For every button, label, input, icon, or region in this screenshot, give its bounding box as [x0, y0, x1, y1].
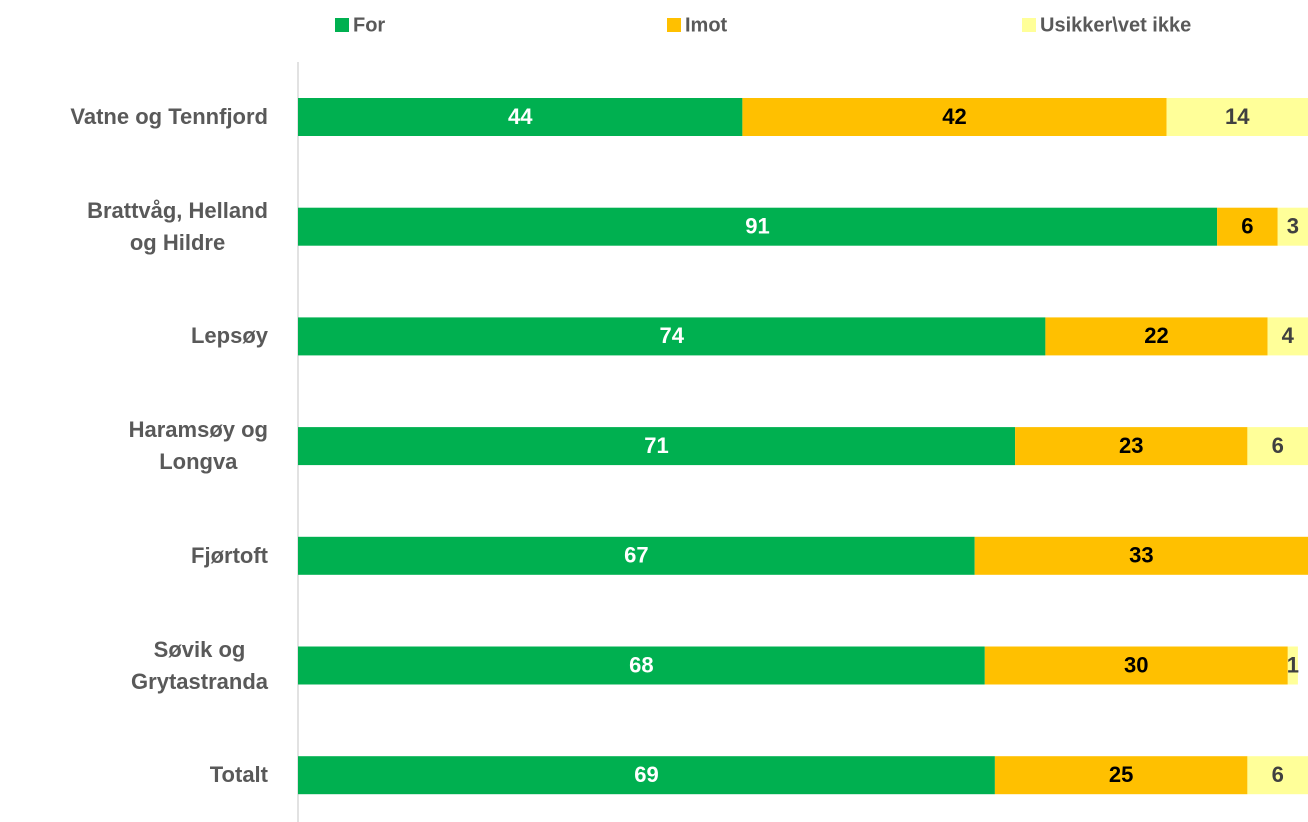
bar-segment	[1247, 427, 1308, 466]
bar-segment	[1166, 98, 1308, 136]
legend-label: Usikker\vet ikke	[1040, 14, 1191, 36]
legend-label: Imot	[685, 14, 728, 36]
category-text: Brattvåg, Helland og Hildre	[87, 197, 268, 255]
bar-segment	[298, 646, 985, 685]
bar-segment	[1247, 756, 1308, 795]
data-label: 6	[1272, 762, 1284, 787]
bar-segment	[298, 427, 1016, 466]
bar-segment	[974, 536, 1308, 575]
category-label: Søvik og Grytastranda	[131, 634, 268, 698]
data-label: 33	[1129, 543, 1153, 568]
legend-label: For	[353, 14, 385, 36]
data-label: 6	[1272, 433, 1284, 458]
legend-swatch	[1022, 18, 1036, 32]
data-label: 1	[1287, 652, 1299, 677]
bar-segment	[1015, 427, 1248, 466]
data-label: 71	[644, 433, 668, 458]
bar-segment	[1045, 317, 1268, 356]
bar-segment	[298, 317, 1046, 356]
data-label: 6	[1241, 214, 1253, 239]
data-label: 91	[745, 214, 769, 239]
bar-segment	[298, 536, 975, 575]
category-text: Søvik og Grytastranda	[131, 636, 268, 694]
bar-segment	[298, 98, 743, 136]
data-label: 67	[624, 543, 648, 568]
bar-segment	[298, 756, 995, 795]
bar-segment	[1287, 646, 1298, 685]
data-label: 23	[1119, 433, 1143, 458]
category-label: Vatne og Tennfjord	[70, 101, 268, 133]
legend-swatch	[335, 18, 349, 32]
data-label: 22	[1144, 323, 1168, 348]
legend-swatch	[667, 18, 681, 32]
data-label: 74	[659, 323, 684, 348]
data-label: 3	[1287, 214, 1299, 239]
bar-segment	[984, 646, 1288, 685]
bar-segment	[298, 207, 1218, 246]
data-label: 14	[1225, 104, 1250, 129]
data-label: 69	[634, 762, 658, 787]
bar-segment	[1217, 207, 1278, 246]
category-text: Totalt	[209, 762, 268, 788]
bar-segment	[1267, 317, 1308, 356]
category-text: Lepsøy	[190, 323, 268, 349]
data-label: 30	[1124, 652, 1148, 677]
bar-segment	[1277, 207, 1308, 246]
category-label: Lepsøy	[191, 320, 268, 352]
category-label: Haramsøy og Longva	[129, 414, 268, 478]
category-label: Fjørtoft	[191, 540, 268, 572]
data-label: 42	[942, 104, 966, 129]
category-text: Vatne og Tennfjord	[70, 104, 268, 129]
category-label: Brattvåg, Helland og Hildre	[87, 195, 268, 259]
data-label: 68	[629, 652, 653, 677]
data-label: 44	[508, 104, 533, 129]
category-text: Fjørtoft	[191, 542, 268, 568]
data-label: 4	[1282, 323, 1295, 348]
data-label: 25	[1109, 762, 1133, 787]
bar-segment	[994, 756, 1248, 795]
bar-segment	[742, 98, 1167, 136]
category-text: Haramsøy og Longva	[128, 417, 268, 475]
category-label: Totalt	[210, 759, 268, 791]
